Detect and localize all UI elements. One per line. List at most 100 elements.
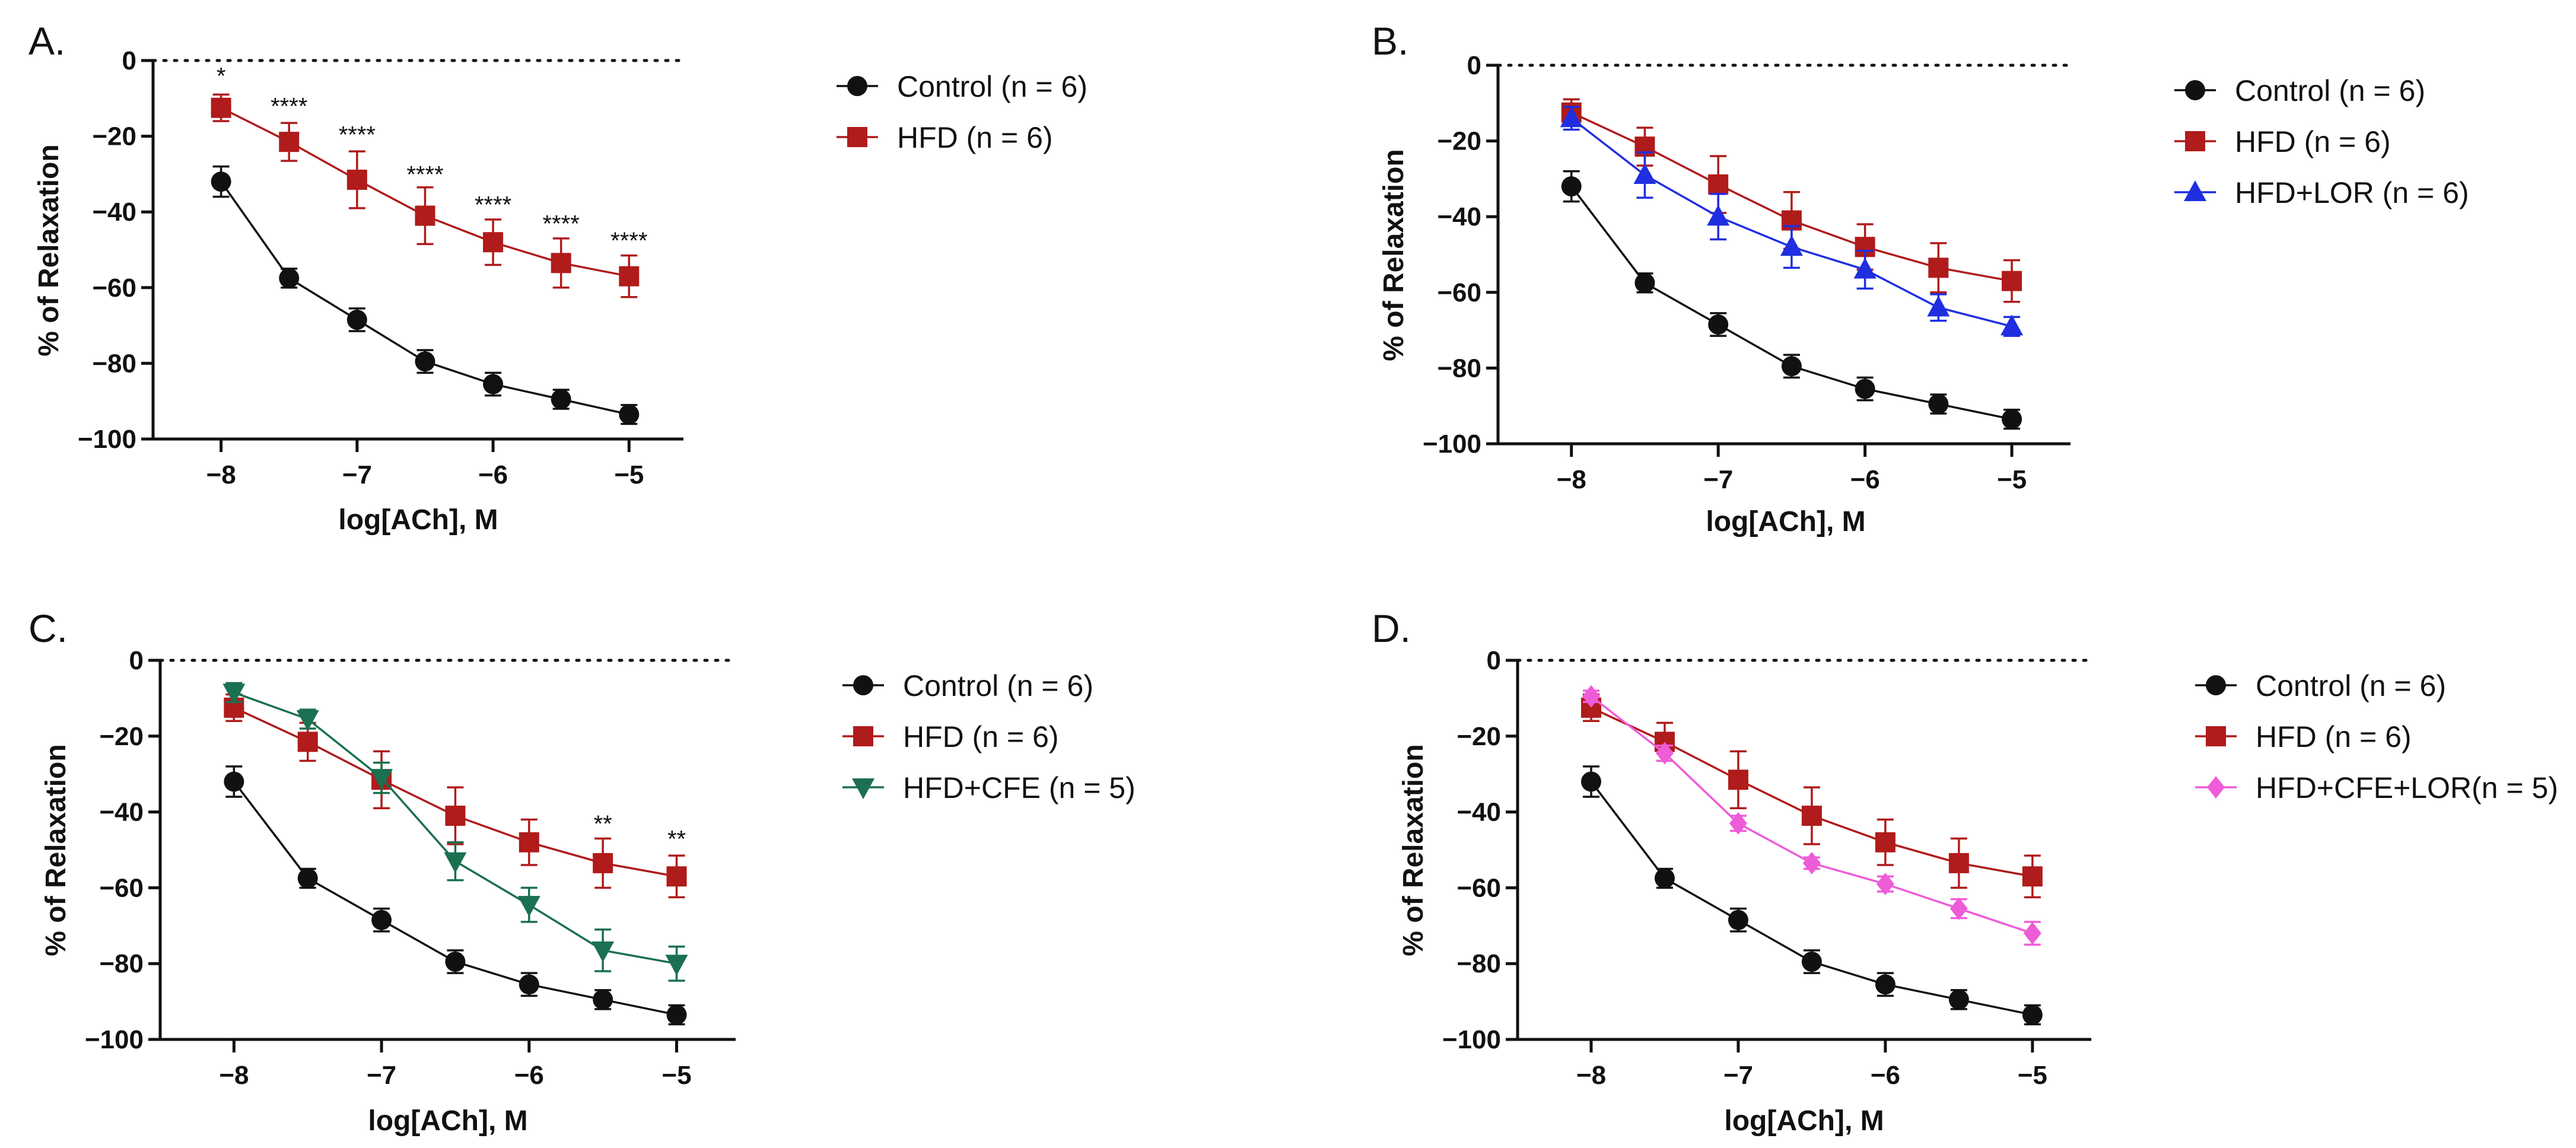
significance-label: **** [543,211,580,237]
x-tick-label: −5 [2018,1061,2047,1090]
data-point [551,253,571,274]
data-point [2002,409,2022,430]
data-point [519,832,539,853]
data-point [1560,106,1583,128]
chart-panel-2: B. 0 −20 −40 −60 −80 −100 −8 −7 −6 −5 log[ACh], M % … [1372,19,2469,538]
data-point [2002,271,2022,291]
data-point [297,732,318,752]
x-tick-label: −8 [206,460,236,489]
x-tick-label: −5 [614,460,644,489]
data-point [346,169,367,190]
significance-label: **** [406,161,443,187]
y-tick-label: −40 [92,198,136,227]
data-point [519,974,539,995]
data-point [224,771,244,792]
data-point [1855,379,1875,399]
legend-entry: HFD (n = 6) [897,121,1053,154]
data-point [222,683,246,705]
legend: Control (n = 6) HFD (n = 6) HFD+CFE (n = 5… [842,669,1136,804]
data-point [1928,394,1949,415]
data-point [211,171,231,192]
panel-letter: D. [1372,606,1411,650]
data-point [1655,742,1674,765]
data-point [1927,295,1950,317]
series-hfd-cfe-lor [1582,685,2041,946]
significance-label: **** [475,192,511,218]
significance-label: **** [610,228,647,254]
y-tick-label: −20 [92,122,136,151]
x-tick-label: −5 [1997,465,2027,494]
legend-marker [847,127,867,147]
significance-label: ** [594,811,612,837]
x-tick-label: −6 [1850,465,1880,494]
data-point [346,310,367,330]
x-axis-title: log[ACh], M [1706,506,1865,538]
series-control [211,165,640,425]
legend-entry: HFD (n = 6) [2235,125,2391,158]
series-control [224,765,687,1026]
data-point [2022,1004,2043,1025]
y-tick-label: −40 [1456,798,1501,827]
data-point [2001,314,2024,336]
data-point [1875,974,1896,995]
data-point [619,404,640,425]
legend-entry: HFD+LOR (n = 6) [2235,176,2469,209]
significance-label: ** [667,826,686,852]
legend-marker [2206,675,2226,695]
y-tick-label: −60 [99,873,144,902]
chart-panel-4: D. 0 −20 −40 −60 −80 −100 −8 −7 −6 −5 log[ACh], M % … [1372,606,2558,1137]
data-point [1728,910,1748,930]
series-hfd-cfe [222,682,688,982]
legend: Control (n = 6) HFD (n = 6) HFD+LOR (n = 6… [2174,74,2469,209]
data-point [2023,922,2041,945]
data-point [517,896,540,917]
data-point [1928,257,1949,278]
data-point [551,389,571,410]
data-point [1707,205,1730,226]
y-tick-label: −40 [99,798,144,827]
y-tick-label: 0 [122,46,136,75]
y-axis-title: % of Relaxation [1398,744,1429,956]
data-point [370,769,393,790]
series-hfd [211,93,640,298]
y-tick-label: −20 [1437,127,1481,156]
data-point [444,852,467,873]
legend-entry: HFD+CFE (n = 5) [903,771,1136,804]
data-point [666,1004,687,1025]
data-point [1654,868,1675,889]
y-tick-label: −40 [1437,202,1481,231]
series-hfd [1561,98,2022,303]
x-tick-label: −6 [478,460,508,489]
data-point [665,955,688,976]
legend-marker [853,675,873,695]
legend-marker [852,778,874,799]
panel-letter: B. [1372,19,1408,63]
x-tick-label: −8 [1557,465,1586,494]
x-axis-title: log[ACh], M [368,1105,527,1137]
data-point [483,374,504,395]
legend: Control (n = 6) HFD (n = 6) HFD+CFE+LOR(n … [2195,669,2558,804]
series-control [1580,765,2043,1026]
y-tick-label: −100 [1423,430,1481,459]
legend-entry: Control (n = 6) [897,70,1087,103]
y-tick-label: −100 [1442,1025,1501,1054]
significance-label: * [217,63,226,90]
y-tick-label: −60 [1437,278,1481,307]
data-point [415,351,435,372]
data-point [279,268,300,288]
legend-marker [2185,80,2205,100]
data-point [1781,356,1802,377]
y-tick-label: −80 [1437,354,1481,383]
y-tick-label: −60 [1456,873,1501,902]
legend-entry: HFD (n = 6) [2256,720,2412,753]
data-point [279,132,300,152]
legend-marker [2206,726,2226,746]
y-tick-label: −60 [92,274,136,303]
data-point [1875,832,1896,853]
legend: Control (n = 6) HFD (n = 6) [837,70,1087,154]
x-axis-title: log[ACh], M [1724,1105,1884,1137]
y-tick-label: −80 [99,949,144,978]
chart-panel-3: C. 0 −20 −40 −60 −80 −100 −8 −7 −6 −5 log[ACh], M % … [28,606,1136,1137]
x-tick-label: −7 [1723,1061,1753,1090]
